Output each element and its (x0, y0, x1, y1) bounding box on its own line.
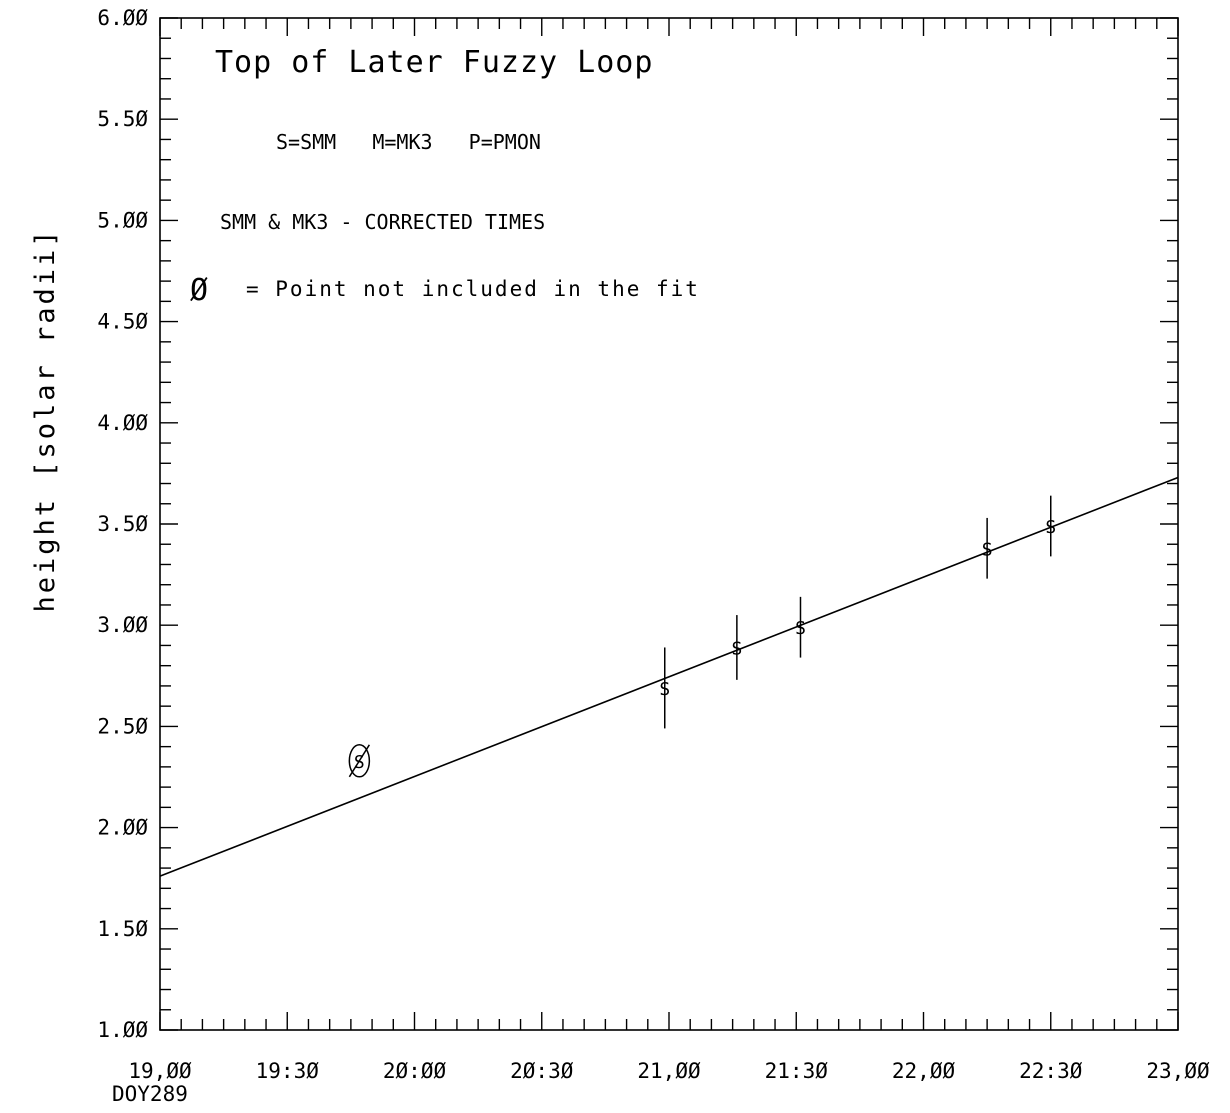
y-tick-label: 1.ØØ (97, 1018, 148, 1042)
point-marker: S (1045, 517, 1056, 538)
data-point: S (1045, 495, 1056, 557)
corrected-times-annotation: SMM & MK3 - CORRECTED TIMES (220, 210, 545, 234)
x-tick-labels: 19,ØØ 19:3Ø 2Ø:ØØ 2Ø:3Ø 21,ØØ 21:3Ø 22,ØØ 22:3Ø… (128, 1059, 1210, 1083)
data-points: S S S S S S (348, 495, 1056, 778)
point-marker: S (795, 618, 806, 639)
y-tick-label: 1.5Ø (97, 917, 148, 941)
exclusion-ring (348, 744, 371, 778)
point-marker: S (354, 752, 365, 773)
legend-annotation: S=SMM M=MK3 P=PMON (276, 130, 541, 154)
y-tick-label: 3.5Ø (97, 512, 148, 536)
y-tick-label: 4.5Ø (97, 310, 148, 334)
x-tick-label: 2Ø:3Ø (510, 1059, 574, 1083)
x-start-label: DOY289 (112, 1082, 188, 1106)
y-axis-label: height [solar radii] (30, 227, 61, 612)
x-tick-label: 2Ø:ØØ (383, 1059, 447, 1083)
data-point: S (731, 615, 742, 680)
y-tick-label: 2.ØØ (97, 816, 148, 840)
data-point: S (795, 596, 806, 658)
data-point: S (659, 647, 670, 729)
x-tick-label: 21:3Ø (765, 1059, 829, 1083)
exclusion-slash (348, 744, 370, 778)
point-marker: S (659, 679, 670, 700)
x-tick-label: 21,ØØ (637, 1059, 701, 1083)
x-tick-label: 22:3Ø (1019, 1059, 1083, 1083)
chart-title: Top of Later Fuzzy Loop (215, 45, 653, 80)
y-tick-label: 3.ØØ (97, 613, 148, 637)
excluded-data-point: S (348, 744, 371, 778)
data-point: S (982, 517, 993, 579)
excluded-note: = Point not included in the fit (246, 277, 700, 301)
fit-line (159, 476, 1179, 877)
x-tick-label: 22,ØØ (892, 1059, 956, 1083)
y-tick-label: 4.ØØ (97, 411, 148, 435)
y-tick-label: 5.5Ø (97, 107, 148, 131)
x-tick-label: 19:3Ø (256, 1059, 320, 1083)
tick-marks (159, 17, 1179, 1031)
plot-frame (159, 17, 1179, 1031)
x-tick-label: 23,ØØ (1146, 1059, 1210, 1083)
y-tick-label: 5.ØØ (97, 208, 148, 232)
x-tick-label: 19,ØØ (128, 1059, 192, 1083)
excluded-symbol: Ø (190, 273, 208, 308)
point-marker: S (982, 539, 993, 560)
y-tick-label: 2.5Ø (97, 714, 148, 738)
y-tick-labels: 1.ØØ 1.5Ø 2.ØØ 2.5Ø 3.ØØ 3.5Ø 4.ØØ 4.5Ø 5.ØØ 5.5Ø… (97, 6, 148, 1042)
point-marker: S (731, 638, 742, 659)
y-tick-label: 6.ØØ (97, 6, 148, 30)
